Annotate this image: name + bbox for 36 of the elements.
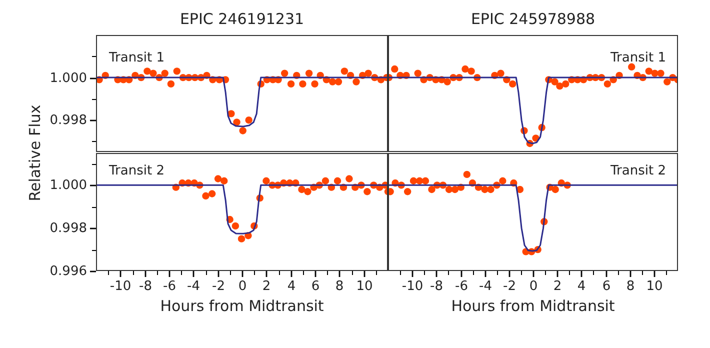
annotation: Transit 2 xyxy=(610,163,666,178)
annotation: Transit 1 xyxy=(108,50,164,66)
x-tick-label: -2 xyxy=(212,278,225,294)
x-tick-label: -6 xyxy=(163,278,176,294)
y-tick-label: 1.000 xyxy=(50,178,87,193)
x-tick-label: -4 xyxy=(479,278,492,294)
chart-title: EPIC 246191231 xyxy=(180,10,304,28)
x-tick-label: 10 xyxy=(646,278,663,294)
x-tick-label: -8 xyxy=(139,278,152,294)
x-tick-label: 6 xyxy=(602,278,611,294)
y-tick-label: 0.996 xyxy=(50,264,87,279)
x-tick-label: -8 xyxy=(430,278,443,294)
x-axis-title: Hours from Midtransit xyxy=(451,296,615,315)
annotation: Transit 2 xyxy=(108,163,164,178)
x-tick-label: 0 xyxy=(238,278,247,294)
annotation: Transit 1 xyxy=(610,50,666,66)
x-tick-label: 10 xyxy=(356,278,373,294)
y-axis-title: Relative Flux xyxy=(26,104,44,202)
x-tick-label: 6 xyxy=(311,278,320,294)
x-tick-label: -6 xyxy=(455,278,468,294)
x-tick-label: -10 xyxy=(402,278,424,294)
y-tick-label: 1.000 xyxy=(50,70,87,86)
x-tick-label: -10 xyxy=(110,278,132,294)
x-tick-label: -2 xyxy=(503,278,516,294)
x-axis-title: Hours from Midtransit xyxy=(160,296,324,315)
x-tick-label: -4 xyxy=(187,278,200,294)
x-tick-label: 2 xyxy=(553,278,562,294)
y-tick-label: 0.998 xyxy=(50,112,87,128)
x-tick-label: 4 xyxy=(577,278,586,294)
y-tick-label: 0.998 xyxy=(50,220,87,236)
x-tick-label: 8 xyxy=(335,278,344,294)
x-tick-label: 4 xyxy=(287,278,296,294)
x-tick-label: 8 xyxy=(626,278,635,294)
x-tick-label: 0 xyxy=(529,278,538,294)
x-tick-label: 2 xyxy=(262,278,271,294)
chart-title: EPIC 245978988 xyxy=(470,10,596,28)
